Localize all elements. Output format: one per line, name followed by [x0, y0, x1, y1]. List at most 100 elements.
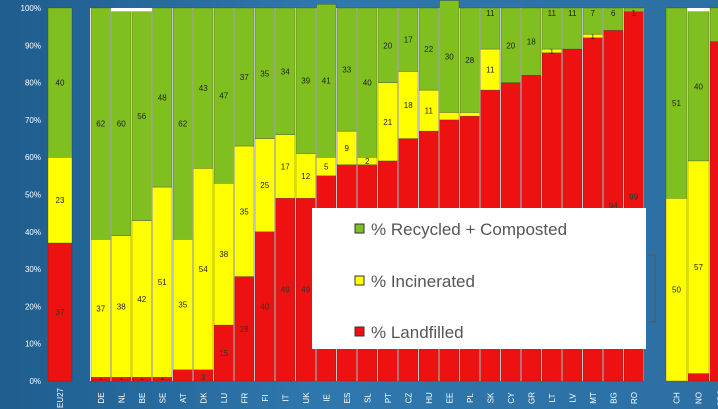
data-label: 20	[383, 41, 392, 50]
data-label: 28	[240, 325, 249, 334]
x-tick-label: LV	[568, 393, 577, 403]
y-tick-label: 20%	[25, 302, 41, 311]
data-label: 18	[404, 101, 413, 110]
data-label: 1	[632, 9, 637, 18]
bar-segment-recycled	[193, 7, 214, 169]
x-tick-label: NL	[117, 392, 126, 403]
x-tick-label: AT	[179, 393, 188, 403]
bar-segment-landfilled	[687, 373, 710, 382]
data-label: 37	[240, 73, 249, 82]
data-label: 33	[342, 66, 351, 75]
data-label: 54	[199, 265, 208, 274]
y-tick-label: 40%	[25, 228, 41, 237]
data-label: 41	[322, 77, 331, 86]
x-tick-label: GR	[527, 392, 536, 404]
x-tick-label: HU	[425, 392, 434, 404]
x-tick-label: SE	[158, 393, 167, 404]
data-label: 25	[260, 181, 269, 190]
x-tick-label: EE	[445, 393, 454, 404]
data-label: 20	[506, 41, 515, 50]
data-label: 49	[301, 286, 310, 295]
data-label: 38	[219, 250, 228, 259]
data-label: 1	[119, 373, 124, 382]
bar-segment-recycled	[521, 7, 542, 76]
x-tick-label: PL	[466, 393, 475, 403]
x-tick-label: MT	[589, 392, 598, 404]
bar-segment-recycled	[480, 7, 501, 50]
y-tick-label: 100%	[21, 4, 41, 13]
x-tick-label: CZ	[404, 393, 413, 404]
data-label: 11	[568, 9, 577, 18]
bar-segment-recycled	[603, 7, 624, 31]
data-label: 40	[694, 82, 703, 91]
data-label: 11	[548, 9, 557, 18]
x-tick-label: EU27	[56, 387, 65, 408]
data-label: 42	[137, 295, 146, 304]
x-tick-label: IE	[322, 394, 331, 402]
y-tick-label: 0%	[29, 377, 41, 386]
data-label: 50	[672, 286, 681, 295]
data-label: 40	[56, 79, 65, 88]
bar-segment-recycled	[316, 4, 337, 158]
x-tick-label: SK	[486, 392, 495, 403]
x-tick-label: UK	[302, 392, 311, 404]
legend-label: % Incinerated	[371, 272, 475, 291]
bar-segment-recycled	[111, 11, 132, 236]
data-label: 17	[404, 36, 413, 45]
y-tick-label: 70%	[25, 116, 41, 125]
data-label: 34	[281, 67, 290, 76]
x-tick-label: LT	[548, 394, 557, 403]
legend-label: % Landfilled	[371, 323, 464, 342]
x-axis-labels: EU27 DE NL BE SE AT DK LU FR FI IT UK IE ES SL PT CZ HU EE…	[56, 387, 718, 408]
bar-segment-landfilled	[709, 41, 718, 382]
bar-segment-recycled	[709, 7, 718, 42]
data-label: 38	[117, 302, 126, 311]
x-tick-label: FI	[261, 394, 270, 401]
bar-segment-recycled	[213, 7, 234, 184]
data-label: 40	[363, 79, 372, 88]
legend-swatch-landfilled	[354, 326, 365, 337]
data-label: 51	[672, 99, 681, 108]
y-tick-label: 10%	[25, 340, 41, 349]
legend: % Recycled + Composted % Incinerated % Lan…	[312, 208, 656, 349]
bar-segment-recycled	[254, 7, 275, 139]
data-label: 22	[424, 45, 433, 54]
bar-segment-recycled	[582, 7, 603, 35]
bar-segment-incinerated	[459, 112, 480, 117]
data-label: 2	[365, 157, 370, 166]
bar-segment-recycled	[275, 7, 296, 135]
data-label: 37	[56, 308, 65, 317]
data-label: 35	[260, 69, 269, 78]
bar-segment-incinerated	[439, 112, 460, 121]
bar-segment-recycled	[131, 11, 152, 221]
data-label: 57	[694, 263, 703, 272]
bar-segment-recycled	[398, 7, 419, 72]
data-label: 43	[199, 84, 208, 93]
bar-segment-recycled	[459, 7, 480, 113]
bar-segment-landfilled	[47, 242, 73, 382]
x-tick-label: LU	[220, 393, 229, 403]
data-label: 15	[219, 349, 228, 358]
x-tick-label: BE	[138, 393, 147, 404]
data-label: 11	[486, 66, 495, 75]
x-tick-label: BG	[609, 392, 618, 404]
legend-box	[312, 208, 646, 349]
data-label: 62	[178, 120, 187, 129]
data-label: 99	[629, 192, 638, 201]
bar-segment-landfilled	[172, 369, 193, 382]
bar-segment-recycled	[377, 7, 398, 83]
data-label: 9	[345, 144, 350, 153]
data-label: 35	[178, 301, 187, 310]
x-tick-label: DE	[97, 392, 106, 403]
x-tick-label: DK	[199, 392, 208, 404]
data-label: 39	[301, 77, 310, 86]
data-label: 3	[201, 373, 206, 382]
data-label: 47	[219, 92, 228, 101]
data-label: 11	[425, 107, 434, 116]
data-label: 40	[260, 302, 269, 311]
data-label: 21	[383, 118, 392, 127]
data-label: 1	[140, 373, 145, 382]
data-label: 12	[301, 172, 310, 181]
